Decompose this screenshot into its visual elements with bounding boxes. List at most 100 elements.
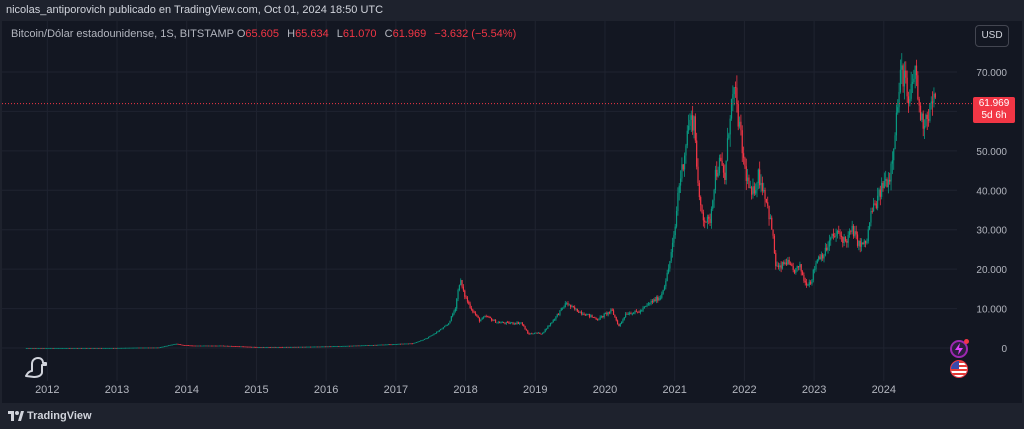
candle-body bbox=[728, 134, 730, 139]
candle-body bbox=[618, 324, 620, 327]
footer-brand[interactable]: TradingView bbox=[27, 410, 92, 422]
candle-body bbox=[87, 347, 89, 349]
candle-body bbox=[533, 333, 536, 335]
candle-body bbox=[580, 311, 582, 314]
candle-body bbox=[717, 173, 719, 177]
candle-body bbox=[756, 183, 758, 191]
us-flag-icon[interactable] bbox=[950, 360, 968, 378]
x-tick-label: 2024 bbox=[872, 384, 896, 396]
candle-body bbox=[721, 160, 723, 166]
candle-body bbox=[358, 345, 360, 347]
candle-body bbox=[201, 345, 203, 347]
candle-body bbox=[474, 312, 477, 315]
currency-button[interactable]: USD bbox=[975, 25, 1009, 47]
candle-body bbox=[818, 256, 820, 260]
candle-body bbox=[338, 346, 340, 347]
candle-body bbox=[260, 346, 262, 348]
candle-body bbox=[332, 346, 334, 347]
candle-body bbox=[303, 346, 305, 348]
open-value: 65.605 bbox=[245, 28, 280, 40]
candle-body bbox=[484, 316, 486, 318]
candle-body bbox=[852, 225, 855, 237]
candle-body bbox=[382, 344, 384, 346]
candle-body bbox=[553, 319, 556, 321]
candle-body bbox=[130, 347, 132, 349]
candle-body bbox=[252, 346, 254, 348]
candle-body bbox=[887, 179, 889, 188]
candle-body bbox=[146, 347, 148, 349]
candle-body bbox=[482, 317, 485, 318]
candle-body bbox=[645, 305, 647, 307]
candle-body bbox=[166, 345, 168, 347]
candle-body bbox=[917, 75, 919, 100]
candle-body bbox=[165, 345, 167, 347]
candle-body bbox=[658, 298, 660, 301]
candle-body bbox=[702, 212, 704, 221]
candle-body bbox=[811, 279, 813, 284]
candle-body bbox=[423, 338, 426, 340]
candle-body bbox=[734, 87, 737, 89]
candle-body bbox=[736, 87, 738, 105]
candle-body bbox=[257, 347, 259, 348]
candle-body bbox=[169, 345, 171, 346]
candle-body bbox=[354, 345, 356, 347]
candle-body bbox=[414, 342, 416, 344]
candle-body bbox=[265, 346, 267, 348]
x-tick-label: 2019 bbox=[523, 384, 547, 396]
candle-body bbox=[497, 322, 499, 324]
price-chart[interactable]: 010.00020.00030.00040.00050.00060.00070.… bbox=[2, 21, 1022, 403]
candle-body bbox=[173, 344, 175, 345]
candle-body bbox=[816, 259, 818, 264]
candle-body bbox=[620, 321, 623, 324]
lightning-icon[interactable] bbox=[950, 340, 968, 358]
candle-body bbox=[395, 344, 397, 345]
candle-body bbox=[39, 347, 41, 349]
chart-area[interactable]: 010.00020.00030.00040.00050.00060.00070.… bbox=[2, 21, 1022, 403]
candle-body bbox=[651, 301, 654, 303]
candle-body bbox=[805, 282, 808, 286]
candle-body bbox=[107, 347, 109, 349]
candle-body bbox=[326, 346, 328, 348]
candle-body bbox=[124, 347, 127, 349]
candle-body bbox=[882, 182, 884, 189]
candle-body bbox=[670, 252, 672, 262]
candle-body bbox=[832, 233, 835, 237]
candle-body bbox=[797, 266, 800, 268]
candle-body bbox=[399, 343, 402, 345]
candle-body bbox=[765, 198, 767, 203]
candle-body bbox=[588, 313, 591, 317]
candle-body bbox=[334, 346, 336, 347]
candle-body bbox=[744, 157, 746, 167]
candle-body bbox=[167, 345, 170, 347]
candle-body bbox=[858, 240, 860, 246]
tradingview-logo-icon[interactable] bbox=[8, 411, 24, 421]
candle-body bbox=[280, 346, 282, 348]
candle-body bbox=[110, 347, 112, 349]
candle-body bbox=[244, 346, 246, 348]
candle-body bbox=[143, 347, 145, 349]
dino-icon[interactable] bbox=[22, 354, 50, 380]
candle-body bbox=[246, 346, 249, 348]
candle-body bbox=[760, 182, 762, 186]
candle-body bbox=[477, 315, 479, 318]
candle-body bbox=[359, 345, 361, 347]
candle-body bbox=[688, 125, 690, 131]
candle-body bbox=[692, 115, 694, 131]
candle-body bbox=[489, 316, 491, 319]
candle-body bbox=[116, 347, 119, 349]
candle-body bbox=[697, 166, 699, 183]
candle-body bbox=[907, 96, 910, 104]
candle-body bbox=[493, 319, 495, 321]
candle-body bbox=[52, 347, 54, 349]
candle-body bbox=[363, 345, 365, 347]
candle-body bbox=[304, 346, 306, 348]
candle-body bbox=[236, 346, 238, 347]
candle-body bbox=[563, 307, 565, 308]
x-tick-label: 2016 bbox=[314, 384, 338, 396]
candle-body bbox=[453, 311, 455, 314]
candle-body bbox=[517, 322, 519, 324]
candle-body bbox=[57, 347, 60, 349]
candle-body bbox=[147, 347, 149, 349]
candle-body bbox=[823, 255, 825, 259]
candle-body bbox=[79, 347, 81, 349]
